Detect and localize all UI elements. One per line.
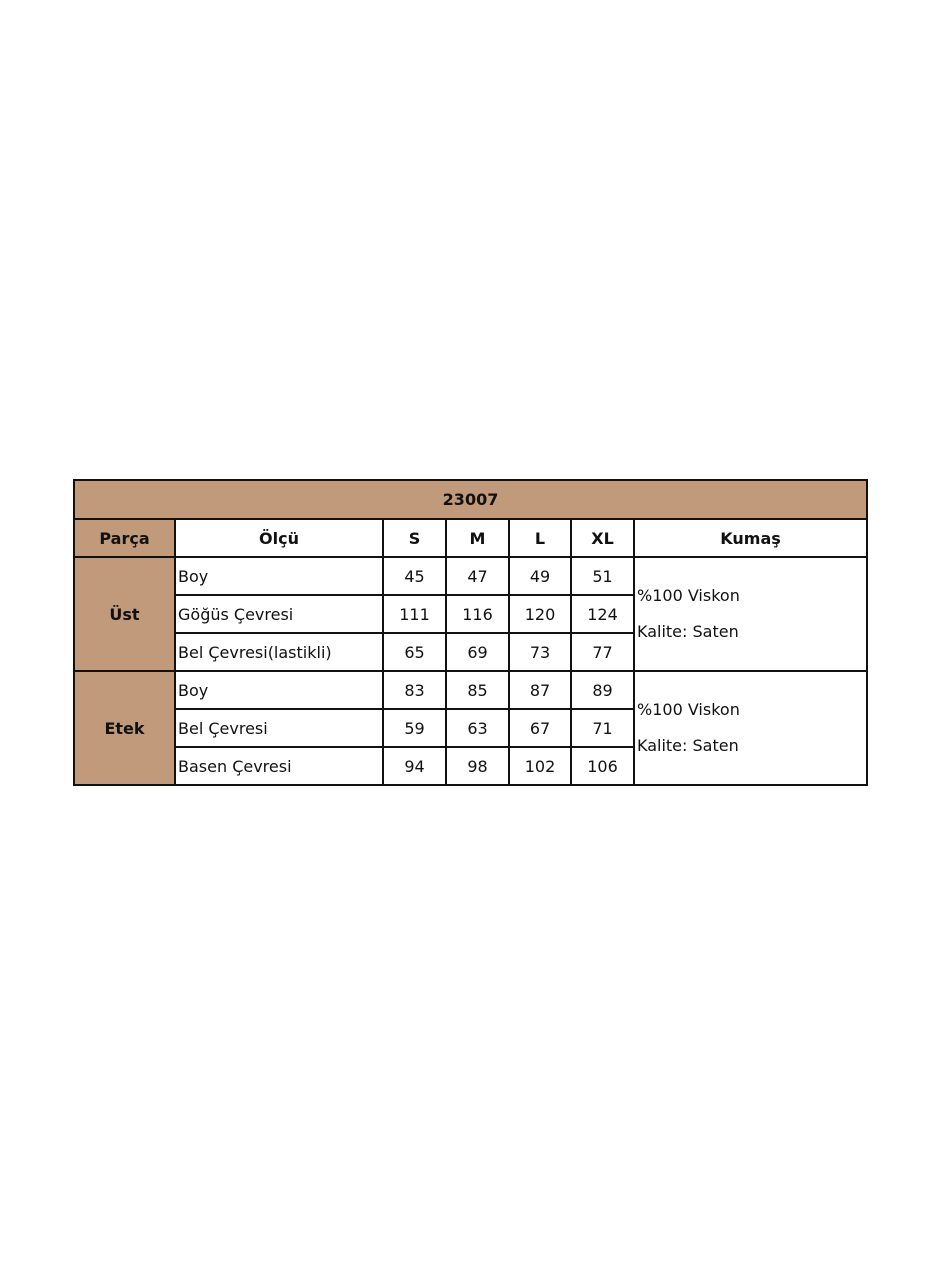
size-value: 63 (445, 708, 510, 748)
measure-label: Boy (174, 670, 384, 710)
group-name: Üst (73, 556, 176, 672)
size-value: 111 (382, 594, 447, 634)
measure-label: Bel Çevresi(lastikli) (174, 632, 384, 672)
header-m: M (445, 518, 510, 558)
fabric-line: Kalite: Saten (637, 736, 739, 755)
fabric-line: Kalite: Saten (637, 622, 739, 641)
size-value: 51 (570, 556, 635, 596)
header-kumas: Kumaş (632, 518, 869, 558)
size-value: 71 (570, 708, 635, 748)
size-value: 106 (570, 746, 635, 786)
size-value: 65 (382, 632, 447, 672)
size-value: 83 (382, 670, 447, 710)
size-value: 77 (570, 632, 635, 672)
table-row: Etek Boy 83 85 87 89 %100 Viskon Kalite: Saten (73, 670, 869, 786)
size-value: 124 (570, 594, 635, 634)
table-row: Bel Çevresi(lastikli) 65 69 73 77 (74, 632, 867, 672)
size-value: 47 (445, 556, 510, 596)
table-row: Bel Çevresi 59 63 67 71 (74, 708, 867, 748)
size-chart-table: 23007 Parça Ölçü S M L XL Kumaş Üst Boy 45… (72, 479, 869, 786)
header-parca: Parça (73, 518, 176, 558)
size-value: 94 (382, 746, 447, 786)
fabric-line: %100 Viskon (637, 586, 740, 605)
size-value: 98 (445, 746, 510, 786)
table-row: Göğüs Çevresi 111 116 120 124 (74, 594, 867, 634)
table-row: Basen Çevresi 94 98 102 106 (74, 746, 867, 786)
size-value: 116 (445, 594, 510, 634)
measure-label: Basen Çevresi (174, 746, 384, 786)
measure-label: Bel Çevresi (174, 708, 384, 748)
table-row: Üst Boy 45 47 49 51 %100 Viskon Kalite: Saten (73, 556, 869, 672)
size-value: 89 (570, 670, 635, 710)
header-l: L (508, 518, 572, 558)
header-s: S (382, 518, 447, 558)
size-value: 59 (382, 708, 447, 748)
table-title: 23007 (72, 479, 869, 520)
header-xl: XL (570, 518, 635, 558)
size-value: 85 (445, 670, 510, 710)
measure-label: Göğüs Çevresi (174, 594, 384, 634)
group-name: Etek (73, 670, 176, 786)
size-value: 67 (508, 708, 572, 748)
fabric-cell: %100 Viskon Kalite: Saten (632, 670, 869, 786)
size-value: 73 (508, 632, 572, 672)
size-value: 49 (508, 556, 572, 596)
size-value: 45 (382, 556, 447, 596)
measure-label: Boy (174, 556, 384, 596)
header-row: Parça Ölçü S M L XL Kumaş (73, 518, 869, 558)
header-olcu: Ölçü (174, 518, 384, 558)
size-value: 120 (508, 594, 572, 634)
size-value: 87 (508, 670, 572, 710)
size-value: 102 (508, 746, 572, 786)
size-value: 69 (445, 632, 510, 672)
fabric-cell: %100 Viskon Kalite: Saten (632, 556, 869, 672)
fabric-line: %100 Viskon (637, 700, 740, 719)
title-row: 23007 (72, 479, 869, 520)
